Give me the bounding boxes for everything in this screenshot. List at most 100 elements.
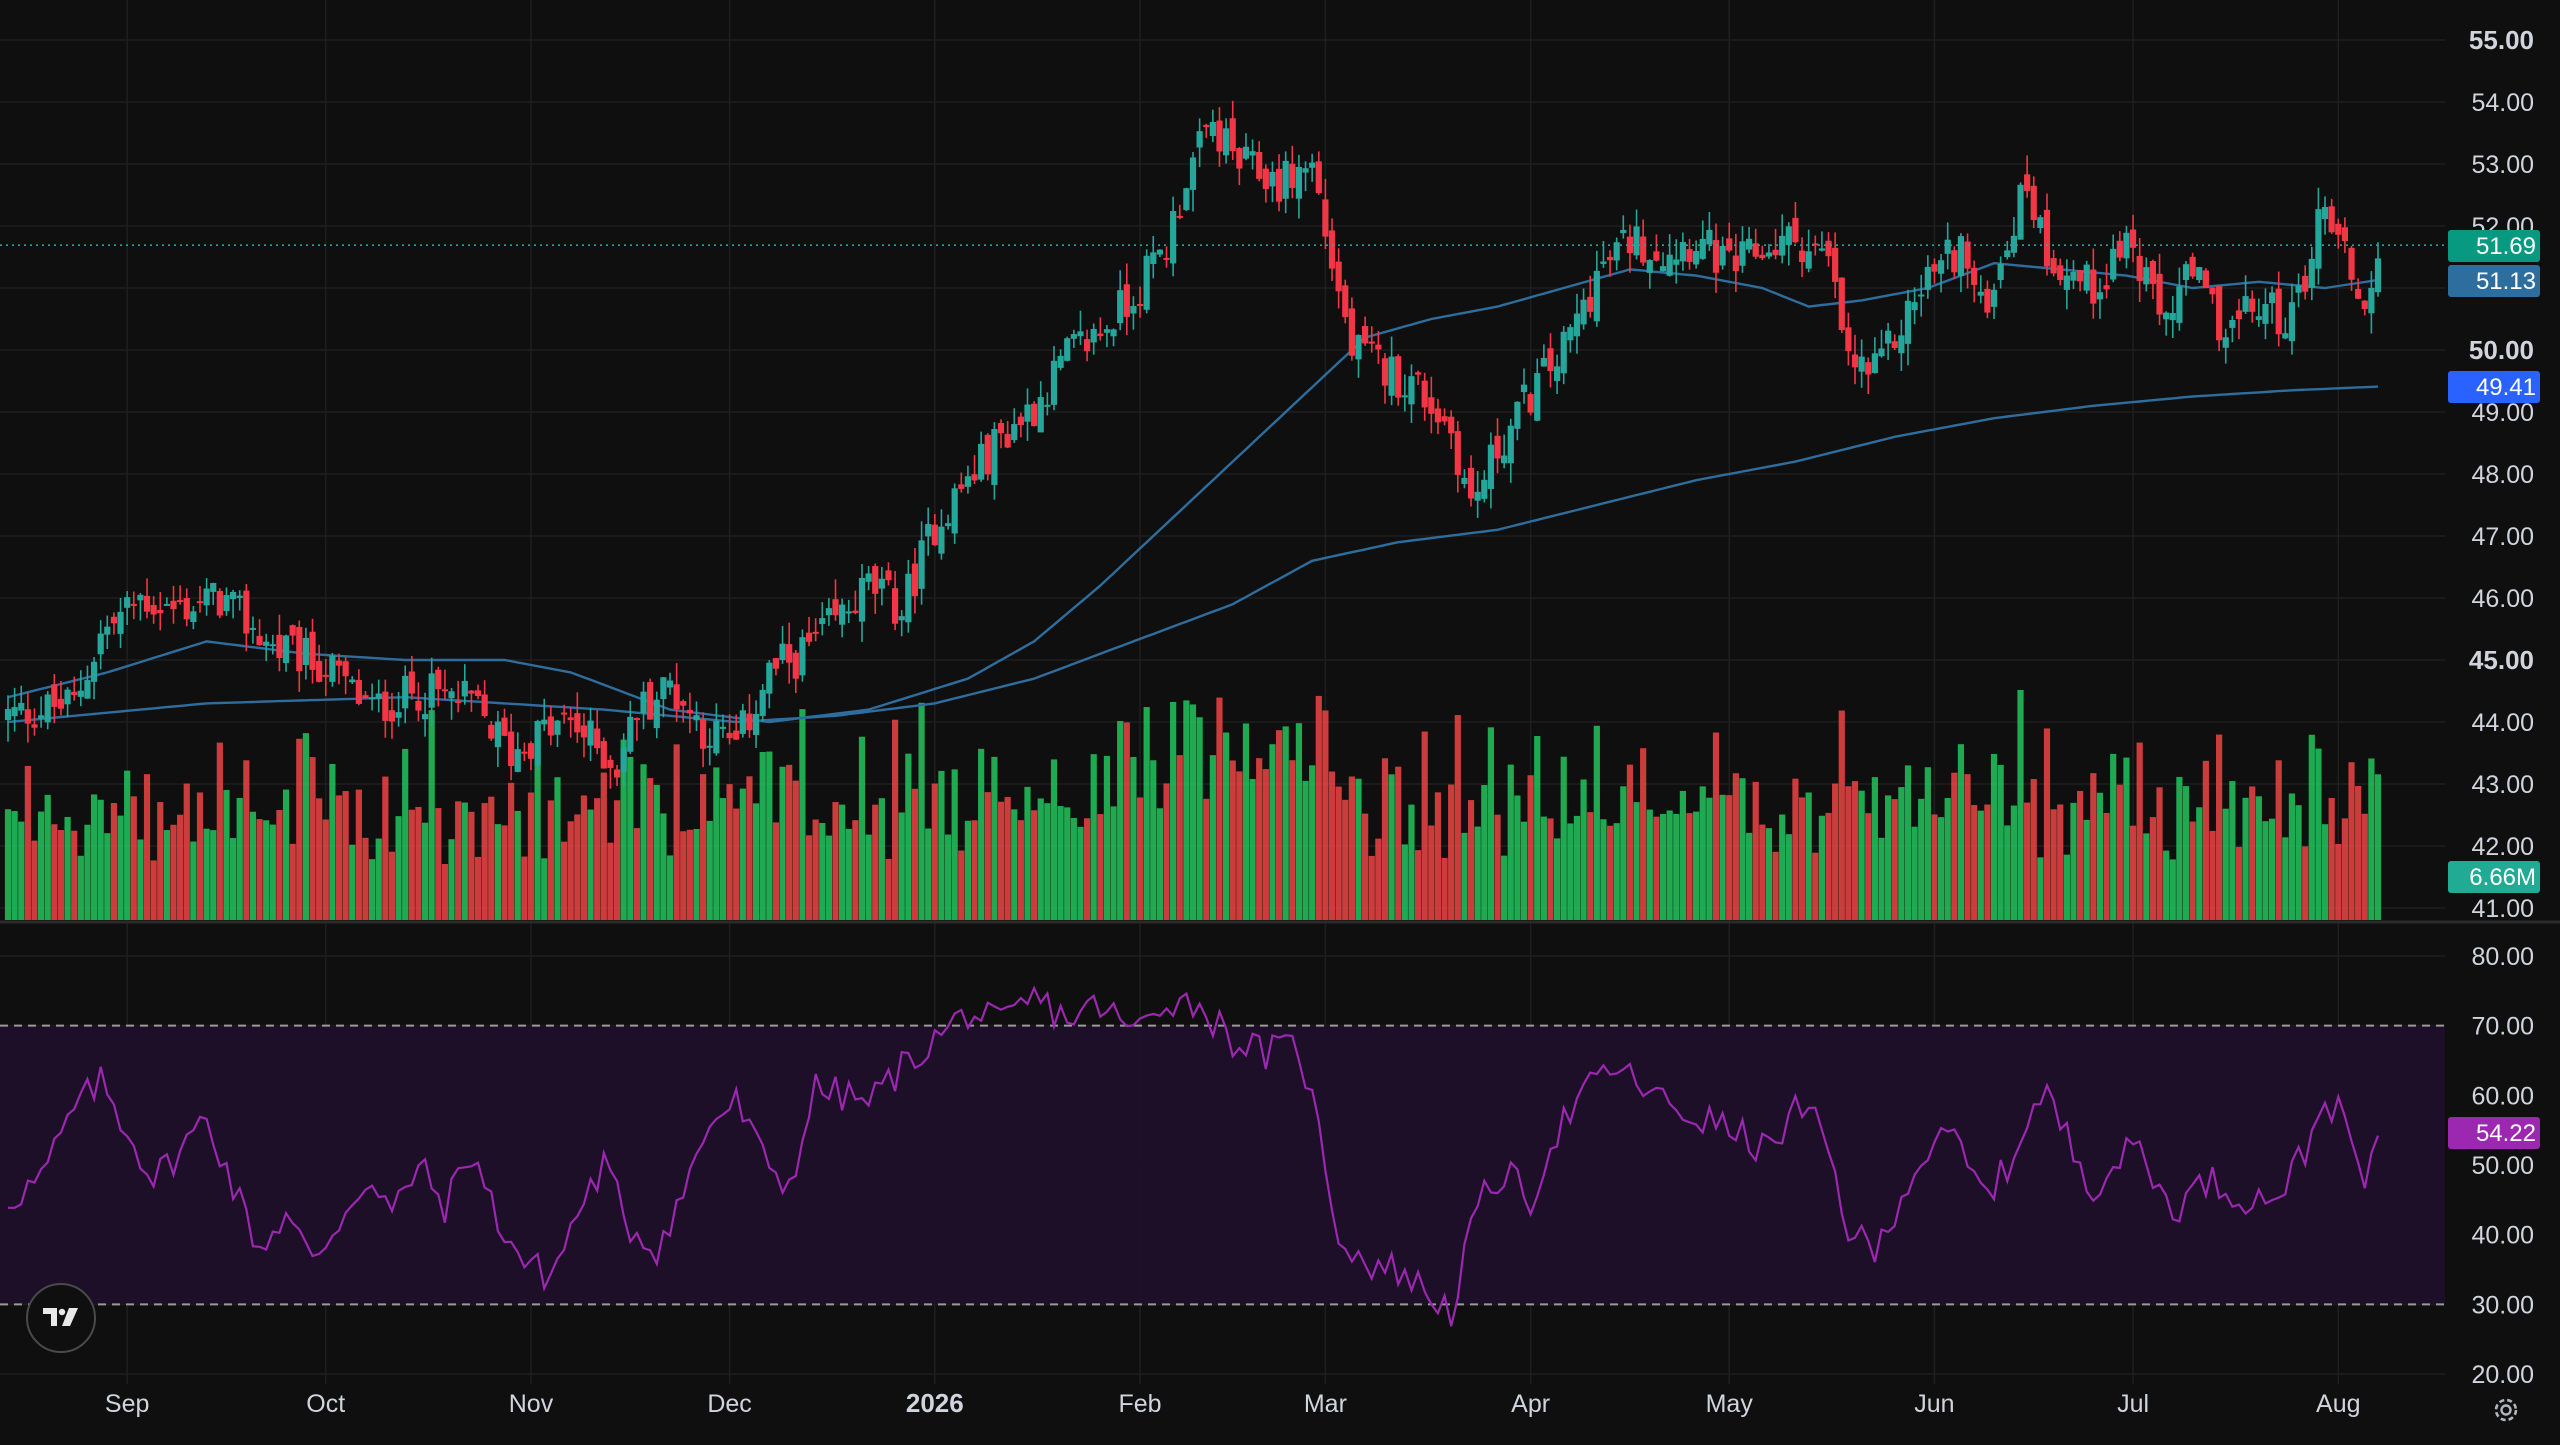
candle-body bbox=[4, 709, 12, 721]
candle-body bbox=[733, 730, 740, 740]
volume-bar bbox=[1203, 798, 1210, 920]
volume-bar bbox=[329, 763, 336, 920]
volume-bar bbox=[1812, 852, 1819, 920]
candle-body bbox=[494, 721, 501, 748]
volume-bar bbox=[177, 814, 184, 920]
volume-bar bbox=[2063, 854, 2070, 920]
candle-body bbox=[2017, 184, 2024, 240]
volume-bar bbox=[1984, 804, 1991, 920]
volume-bar bbox=[1401, 844, 1408, 920]
volume-bar bbox=[931, 783, 938, 920]
volume-bar bbox=[2268, 818, 2276, 920]
candle-body bbox=[455, 700, 462, 703]
volume-bar bbox=[792, 780, 799, 920]
volume-bar bbox=[31, 840, 38, 920]
volume-bar bbox=[2315, 748, 2322, 920]
volume-bar bbox=[1520, 821, 1528, 920]
candle-body bbox=[1587, 296, 1594, 312]
candle-body bbox=[1554, 366, 1561, 381]
candle-body bbox=[1957, 236, 1965, 276]
volume-bar bbox=[1871, 777, 1878, 920]
volume-bar bbox=[1467, 800, 1475, 920]
tradingview-logo-icon[interactable] bbox=[26, 1283, 96, 1353]
volume-bar bbox=[1699, 786, 1706, 920]
volume-bar bbox=[666, 855, 674, 920]
candle-body bbox=[2156, 273, 2163, 315]
volume-bar bbox=[600, 772, 607, 920]
candle-body bbox=[1388, 356, 1395, 396]
candle-body bbox=[481, 694, 488, 717]
candle-body bbox=[1891, 341, 1898, 348]
volume-bar bbox=[1037, 798, 1044, 920]
volume-bar bbox=[1295, 723, 1303, 920]
candle-body bbox=[2302, 275, 2309, 292]
volume-bar bbox=[713, 767, 720, 920]
volume-bar bbox=[1123, 722, 1130, 920]
volume-bar bbox=[1368, 855, 1375, 920]
candle-body bbox=[1825, 240, 1832, 257]
price-tick-label: 48.00 bbox=[2471, 461, 2534, 489]
volume-bar bbox=[1309, 765, 1316, 920]
candle-body bbox=[1123, 284, 1130, 317]
volume-bar bbox=[1223, 732, 1230, 920]
candle-body bbox=[2136, 255, 2143, 282]
candle-body bbox=[1626, 236, 1634, 254]
candle-body bbox=[2063, 275, 2070, 290]
rsi-axis[interactable]: 80.00 70.00 60.00 50.00 40.00 30.00 20.00 bbox=[2471, 943, 2534, 1389]
candle-body bbox=[2348, 247, 2355, 280]
volume-bar bbox=[719, 798, 727, 920]
volume-bar bbox=[1878, 837, 1885, 920]
volume-bar bbox=[2030, 779, 2037, 920]
candle-body bbox=[1262, 168, 1269, 190]
volume-bar bbox=[263, 820, 270, 920]
price-axis[interactable]: 55.0054.0053.0052.0051.0050.0049.0048.00… bbox=[2469, 25, 2534, 923]
gear-icon[interactable] bbox=[2486, 1390, 2526, 1430]
candle-body bbox=[1885, 330, 1892, 344]
volume-bar bbox=[1097, 814, 1104, 920]
volume-bar bbox=[759, 752, 766, 920]
ma-slow-badge-bg bbox=[2448, 371, 2540, 403]
volume-bar bbox=[534, 721, 541, 920]
ma-slow-line bbox=[7, 385, 2379, 724]
candle-body bbox=[1593, 270, 1600, 322]
volume-bar bbox=[38, 811, 45, 920]
candle-body bbox=[812, 631, 819, 634]
volume-bar bbox=[2295, 805, 2302, 920]
volume-bar bbox=[236, 797, 243, 920]
candle-body bbox=[1130, 305, 1137, 314]
candle-body bbox=[2057, 265, 2064, 280]
volume-bar bbox=[1156, 808, 1163, 920]
candle-body bbox=[660, 677, 667, 699]
candle-body bbox=[388, 710, 396, 722]
volume-bar bbox=[1057, 806, 1064, 920]
candle-body bbox=[1977, 291, 1984, 296]
candle-body bbox=[633, 718, 641, 721]
candle-body bbox=[2295, 285, 2302, 293]
candle-body bbox=[1646, 260, 1653, 273]
volume-bar bbox=[2361, 813, 2368, 920]
volume-bar bbox=[2163, 850, 2170, 920]
candle-body bbox=[177, 600, 184, 603]
volume-bar bbox=[1428, 825, 1435, 920]
candle-body bbox=[1004, 433, 1011, 448]
volume-bar bbox=[858, 736, 866, 920]
candle-body bbox=[1362, 326, 1369, 344]
volume-bar bbox=[441, 863, 449, 920]
candle-body bbox=[1997, 263, 2004, 280]
volume-bar bbox=[2043, 728, 2051, 920]
candle-body bbox=[1223, 128, 1230, 156]
volume-bar bbox=[243, 760, 250, 920]
volume-bar bbox=[1573, 815, 1581, 920]
candle-body bbox=[805, 632, 813, 642]
volume-bar bbox=[1381, 758, 1389, 920]
volume-bar bbox=[84, 824, 91, 920]
volume-bar bbox=[183, 783, 190, 920]
candle-body bbox=[408, 671, 415, 694]
volume-bar bbox=[1779, 814, 1786, 920]
volume-bar bbox=[1944, 797, 1951, 920]
time-axis[interactable]: Sep Oct Nov Dec 2026 Feb Mar Apr May Jun Jul Aug bbox=[105, 1388, 2361, 1418]
volume-bar bbox=[1865, 813, 1872, 920]
candle-body bbox=[256, 635, 263, 646]
